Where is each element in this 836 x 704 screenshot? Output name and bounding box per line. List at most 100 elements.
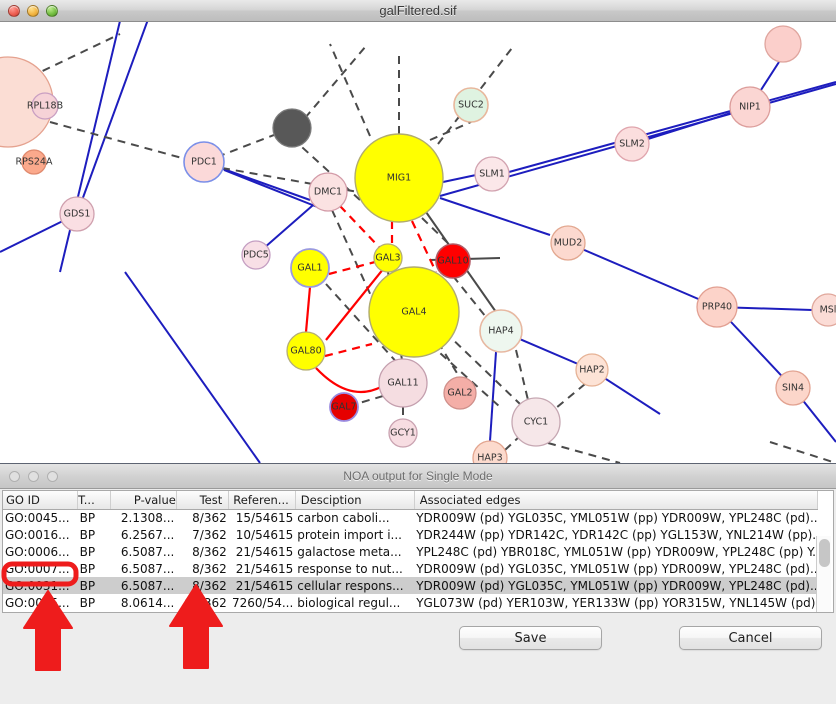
- save-button[interactable]: Save: [459, 626, 602, 650]
- node-gcy1[interactable]: [388, 418, 418, 448]
- node-mig1[interactable]: [354, 133, 444, 223]
- table-row[interactable]: GO:0006... BP 6.5087... 8/362 21/54615 g…: [3, 543, 818, 560]
- node-msl[interactable]: [811, 293, 836, 327]
- node-unlabeled-grey[interactable]: [272, 108, 312, 148]
- node-rpl18b[interactable]: [31, 92, 59, 120]
- cell-test: 8/362: [176, 577, 229, 594]
- edge-pd: [325, 283, 401, 367]
- node-gal4[interactable]: [368, 266, 460, 358]
- network-nodes[interactable]: [0, 25, 836, 463]
- cell-test: 7/362: [192, 527, 227, 542]
- cell-type: BP: [79, 544, 96, 559]
- edge-highlight: [325, 267, 385, 341]
- edge-highlight: [411, 220, 437, 273]
- node-sin4[interactable]: [775, 370, 811, 406]
- edge-pp: [59, 22, 121, 273]
- cell-description: protein import i...: [297, 527, 402, 542]
- node-cyc1[interactable]: [511, 397, 561, 447]
- node-unlabeled-top[interactable]: [764, 25, 802, 63]
- cancel-button[interactable]: Cancel: [679, 626, 822, 650]
- column-header-type[interactable]: T...: [77, 491, 112, 510]
- cell-go-id: GO:0007...: [5, 561, 70, 576]
- node-hap3[interactable]: [472, 440, 508, 463]
- column-header-test[interactable]: Test: [176, 491, 230, 510]
- node-gal80[interactable]: [286, 331, 326, 371]
- node-pdc5[interactable]: [241, 240, 271, 270]
- cell-edges: YPL248C (pd) YBR018C, YML051W (pp) YDR00…: [416, 544, 818, 559]
- node-slm2[interactable]: [614, 126, 650, 162]
- close-button[interactable]: [8, 4, 20, 17]
- cell-test: 8/362: [192, 544, 227, 559]
- table-row[interactable]: GO:0007... BP 6.5087... 8/362 21/54615 r…: [3, 560, 818, 577]
- edge-highlight: [328, 260, 376, 276]
- noa-panel-title: NOA output for Single Mode: [343, 469, 493, 483]
- edge-pd: [515, 349, 529, 401]
- node-hap4[interactable]: [479, 309, 523, 353]
- cell-description: response to nut...: [295, 611, 414, 612]
- edge-pp: [124, 271, 261, 463]
- column-header-associated-edges[interactable]: Associated edges: [414, 491, 819, 510]
- node-nip1[interactable]: [729, 86, 771, 128]
- noa-close-button[interactable]: [9, 470, 20, 482]
- cell-go-id: GO:0031...: [3, 577, 78, 594]
- table-row[interactable]: GO:0045... BP 2.1308... 8/362 15/54615 c…: [3, 509, 818, 526]
- network-graph[interactable]: RPL18B RPS24A GDS1 PDC1 PDC5 DMC1 SUC2 M…: [0, 22, 836, 463]
- results-table-container[interactable]: GO ID T... P-value Test Referen... Desci…: [2, 490, 834, 613]
- table-row-selected[interactable]: GO:0031... BP 6.5087... 8/362 21/54615 c…: [3, 577, 818, 594]
- node-gal3[interactable]: [373, 243, 403, 273]
- cell-description: cellular respons...: [295, 577, 415, 594]
- column-header-go-id[interactable]: GO ID: [3, 491, 79, 510]
- edge-pd: [329, 43, 371, 137]
- results-table[interactable]: GO ID T... P-value Test Referen... Desci…: [3, 491, 819, 612]
- cell-type: BP: [79, 527, 96, 542]
- node-mud2[interactable]: [550, 225, 586, 261]
- node-suc2[interactable]: [453, 87, 489, 123]
- node-gal10[interactable]: [435, 243, 471, 279]
- cell-description: carbon caboli...: [297, 510, 390, 525]
- column-header-reference[interactable]: Referen...: [228, 491, 296, 510]
- node-hap2[interactable]: [575, 353, 609, 387]
- cell-reference: 21/54615: [228, 577, 296, 594]
- noa-zoom-button[interactable]: [47, 470, 58, 482]
- node-dmc1[interactable]: [308, 172, 348, 212]
- minimize-button[interactable]: [27, 4, 39, 17]
- table-scrollbar-thumb[interactable]: [819, 539, 830, 567]
- edge-pd: [452, 275, 491, 323]
- cell-p-value: 8.0614...: [120, 595, 175, 610]
- cell-p-value: 6.5087...: [120, 544, 175, 559]
- column-header-description[interactable]: Desciption: [295, 491, 415, 510]
- table-row[interactable]: GO:0031... BP 1.3324... 11/362 105/546..…: [3, 611, 818, 612]
- table-row[interactable]: GO:0016... BP 6.2567... 7/362 10/54615 p…: [3, 526, 818, 543]
- edge-pd: [29, 33, 121, 78]
- table-header: GO ID T... P-value Test Referen... Desci…: [3, 491, 819, 510]
- edge-pd: [429, 343, 501, 408]
- cell-reference: 7260/54...: [231, 595, 294, 610]
- node-gds1[interactable]: [59, 196, 95, 232]
- cell-reference: 21/54615: [235, 561, 294, 576]
- noa-minimize-button[interactable]: [28, 470, 39, 482]
- table-body: GO:0045... BP 2.1308... 8/362 15/54615 c…: [3, 509, 818, 612]
- edge-highlight: [324, 342, 373, 358]
- cell-p-value: 1.3324...: [111, 611, 177, 612]
- edge-highlight: [315, 367, 384, 394]
- network-canvas[interactable]: RPL18B RPS24A GDS1 PDC1 PDC5 DMC1 SUC2 M…: [0, 22, 836, 463]
- zoom-button[interactable]: [46, 4, 58, 17]
- node-gal11[interactable]: [378, 358, 428, 408]
- cell-type: BP: [79, 595, 96, 610]
- node-gal1[interactable]: [290, 248, 330, 288]
- cell-p-value: 6.2567...: [120, 527, 175, 542]
- node-pdc1[interactable]: [183, 141, 225, 183]
- node-prp40[interactable]: [696, 286, 738, 328]
- table-row[interactable]: GO:0065... BP 8.0614... 94/362 7260/54..…: [3, 594, 818, 611]
- node-gal2[interactable]: [443, 376, 477, 410]
- node-slm1[interactable]: [474, 156, 510, 192]
- edge-highlight: [304, 286, 312, 333]
- node-rps24a[interactable]: [21, 149, 47, 175]
- cell-description: response to nut...: [297, 561, 403, 576]
- node-gal7[interactable]: [329, 392, 359, 422]
- cell-test: 8/362: [192, 510, 227, 525]
- column-header-p-value[interactable]: P-value: [110, 491, 177, 510]
- table-vertical-scrollbar[interactable]: [816, 536, 831, 612]
- cell-reference: 15/54615: [235, 510, 294, 525]
